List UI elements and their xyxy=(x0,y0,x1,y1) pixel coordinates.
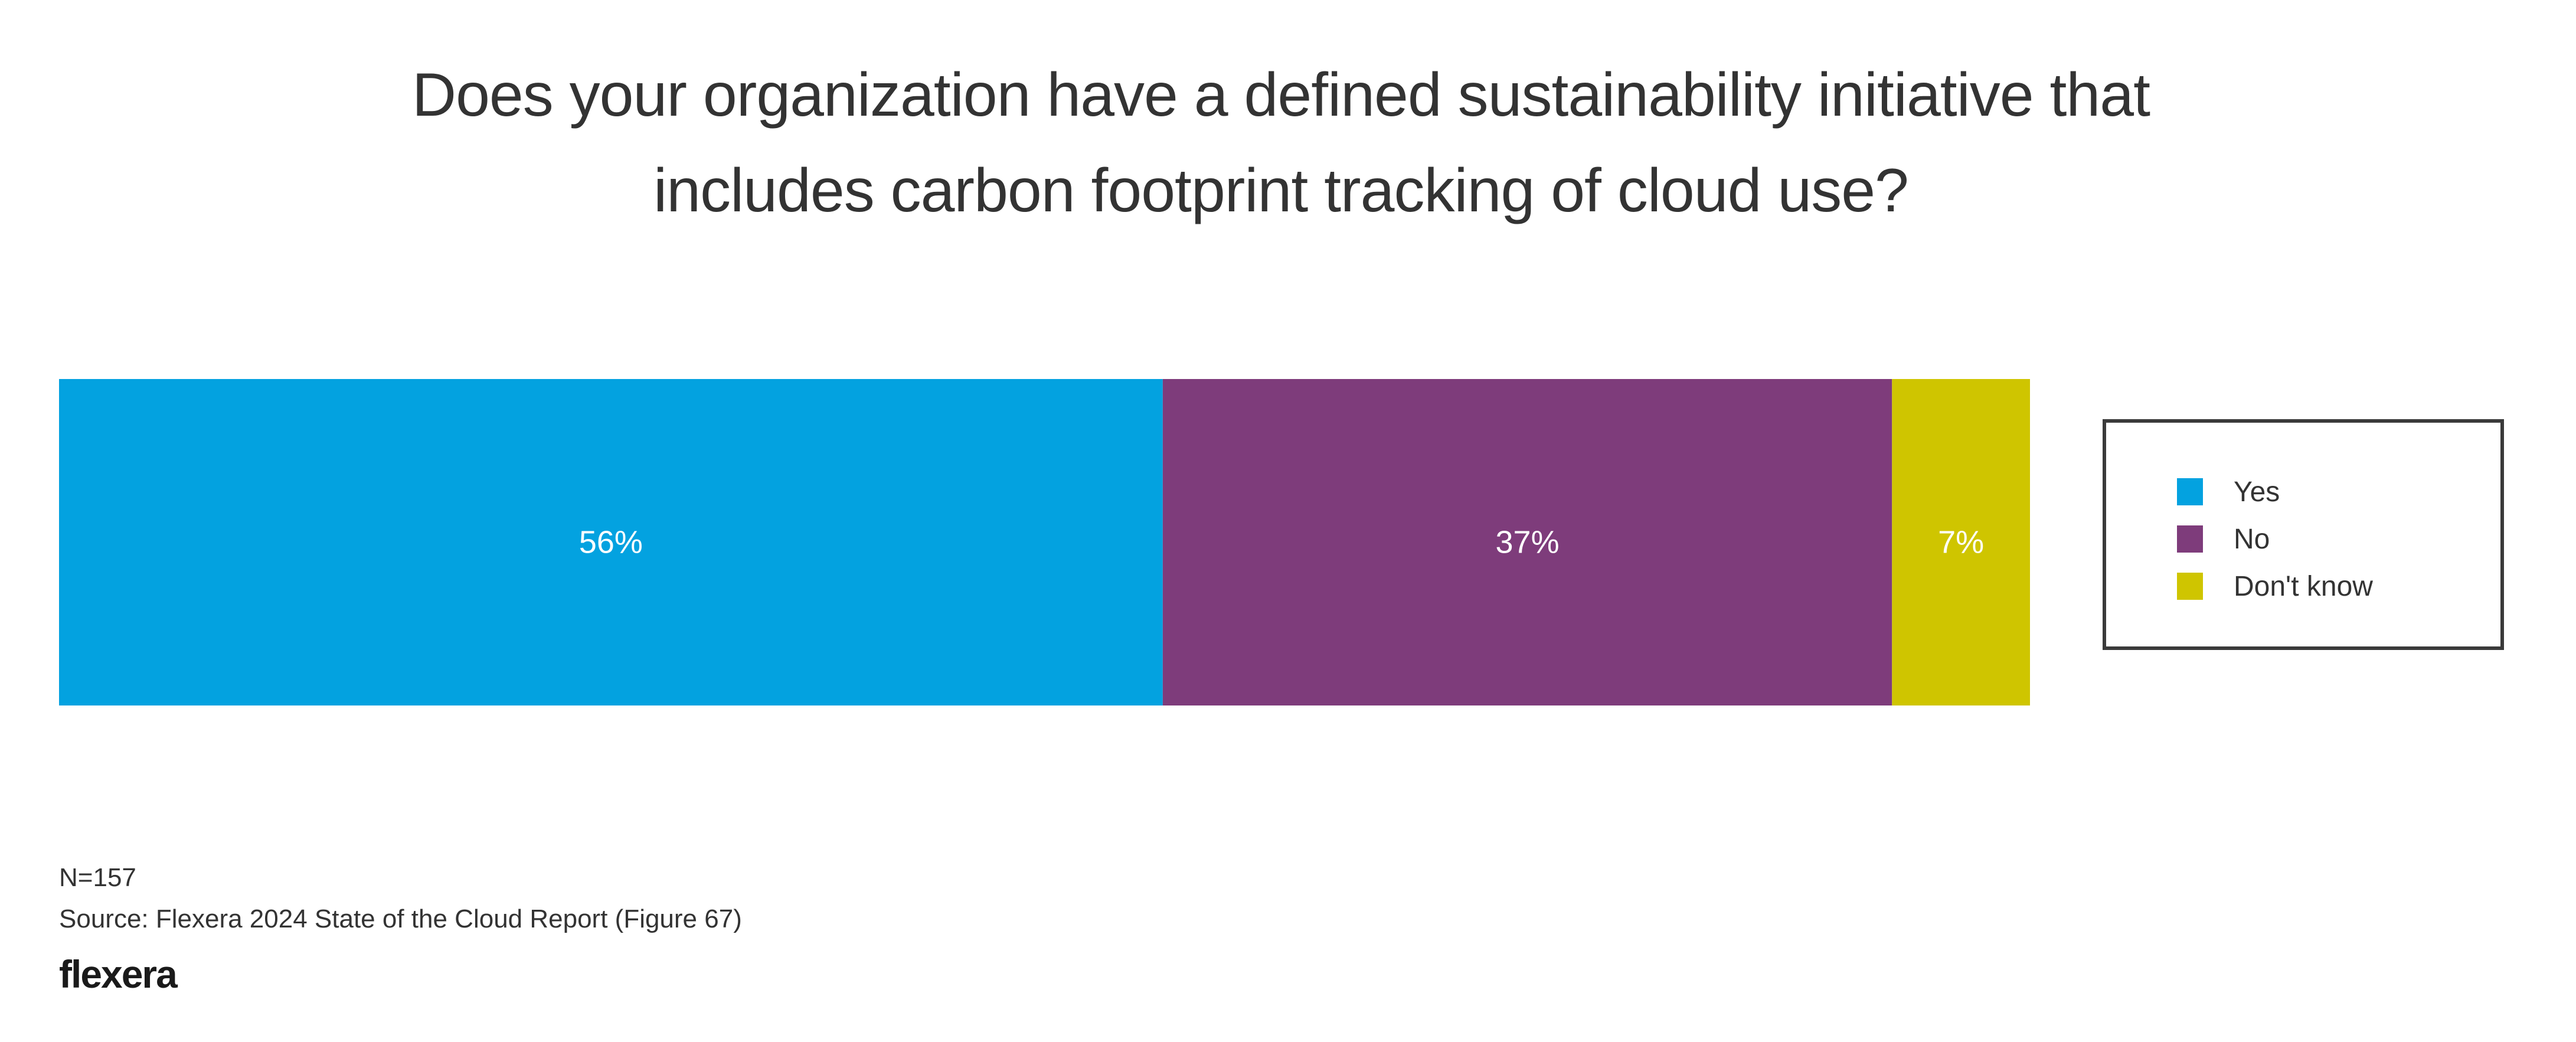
legend-label-dont-know: Don't know xyxy=(2234,570,2373,602)
bar-segment-yes xyxy=(59,379,1163,705)
data-label-yes: 56% xyxy=(579,525,643,560)
legend-label-yes: Yes xyxy=(2234,476,2280,508)
data-label-no: 37% xyxy=(1496,525,1560,560)
legend-swatch-no xyxy=(2177,525,2203,553)
legend-label-no: No xyxy=(2234,523,2270,555)
legend: Yes No Don't know xyxy=(2103,419,2504,650)
sample-size-note: N=157 xyxy=(59,863,136,892)
source-note: Source: Flexera 2024 State of the Cloud … xyxy=(59,904,742,933)
legend-item-dont-know: Don't know xyxy=(2177,570,2373,602)
legend-swatch-yes xyxy=(2177,478,2203,505)
chart-title-line-2: includes carbon footprint tracking of cl… xyxy=(653,156,1909,225)
data-label-dont-know: 7% xyxy=(1938,525,1984,560)
chart-title-line-1: Does your organization have a defined su… xyxy=(411,61,2150,129)
flexera-logo: flexera xyxy=(59,952,178,996)
legend-item-yes: Yes xyxy=(2177,476,2280,508)
legend-item-no: No xyxy=(2177,523,2270,555)
chart-title: Does your organization have a defined su… xyxy=(0,47,2562,239)
bar-segment-no xyxy=(1162,379,1892,705)
bar-segment-dont-know xyxy=(1892,379,2030,705)
legend-swatch-dont-know xyxy=(2177,573,2203,600)
